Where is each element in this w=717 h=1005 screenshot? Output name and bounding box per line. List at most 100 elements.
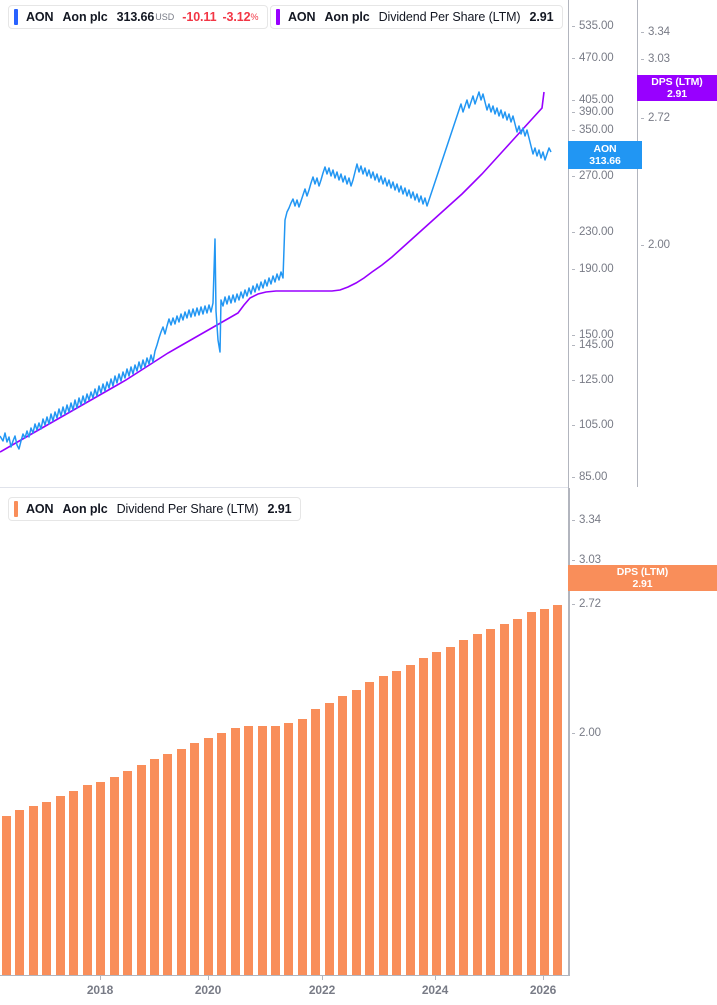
- dividend-bar: [472, 633, 482, 975]
- price-axis-tick-label-7: 190.00: [579, 263, 614, 275]
- x-axis-tick: [435, 975, 436, 980]
- dps-overlay-axis-current-badge[interactable]: DPS (LTM) 2.91: [637, 75, 717, 101]
- axis-tick: [572, 100, 575, 101]
- legend-price[interactable]: AON Aon plc 313.66 USD -10.11 -3.12%: [8, 5, 269, 29]
- axis-tick: [572, 26, 575, 27]
- x-axis-label-2026: 2026: [529, 983, 557, 997]
- dividend-bar: [365, 682, 375, 975]
- dividend-bar: [230, 728, 240, 975]
- x-axis-line: [0, 975, 570, 976]
- legend-price-change: -10.11: [182, 10, 217, 24]
- price-axis-tick-label-2: 405.00: [579, 94, 614, 106]
- legend-dps-pane-value: 2.91: [267, 502, 292, 516]
- dps-pane-axis-tick-label-1: 3.03: [579, 554, 601, 566]
- legend-dps-pane[interactable]: AON Aon plc Dividend Per Share (LTM) 2.9…: [8, 497, 302, 521]
- legend-price-currency: USD: [155, 12, 175, 22]
- price-axis-line: [568, 0, 569, 975]
- dividend-bar: [284, 723, 294, 975]
- axis-tick: [641, 118, 644, 119]
- dividend-bar: [445, 646, 455, 975]
- plot-right-edge: [569, 488, 570, 976]
- legend-dps-pane-name: Aon plc: [62, 502, 108, 516]
- price-chart-pane[interactable]: AON Aon plc 313.66 USD -10.11 -3.12% AON …: [0, 0, 568, 487]
- legend-price-value: 313.66: [116, 10, 155, 24]
- x-axis-label-2022: 2022: [308, 983, 336, 997]
- price-axis-tick-label-9: 145.00: [579, 339, 614, 351]
- dividend-bar: [553, 604, 563, 975]
- price-axis-tick-label-0: 535.00: [579, 20, 614, 32]
- axis-tick: [641, 59, 644, 60]
- dividend-bar: [244, 725, 254, 975]
- dps-overlay-axis-current-badge-value: 2.91: [666, 88, 688, 100]
- dividend-bar: [418, 658, 428, 975]
- legend-price-swatch: [14, 9, 18, 25]
- price-axis-tick-label-5: 270.00: [579, 170, 614, 182]
- dividend-bar: [459, 640, 469, 975]
- dividend-bar: [163, 753, 173, 975]
- axis-tick: [572, 112, 575, 113]
- dps-pane-axis-current-badge-value: 2.91: [632, 578, 653, 590]
- axis-tick: [572, 232, 575, 233]
- dps-overlay-axis-tick-label-0: 3.34: [648, 26, 670, 38]
- x-axis-tick: [100, 975, 101, 980]
- legend-dps-overlay-value: 2.91: [529, 10, 554, 24]
- dividend-chart-pane[interactable]: AON Aon plc Dividend Per Share (LTM) 2.9…: [0, 488, 568, 975]
- dividend-bar: [203, 738, 213, 975]
- dps-pane-axis-current-badge-label: DPS (LTM): [616, 566, 669, 578]
- dps-axis-line: [637, 0, 638, 487]
- dividend-bar: [378, 675, 388, 975]
- dividend-bar: [136, 765, 146, 975]
- price-axis-current-badge[interactable]: AON 313.66: [568, 141, 642, 169]
- dividend-bar: [540, 608, 549, 975]
- x-axis-tick: [208, 975, 209, 980]
- dividend-bar: [42, 801, 52, 975]
- dividend-bar: [432, 651, 442, 975]
- dividend-bar: [2, 815, 11, 975]
- price-axis-tick-label-10: 125.00: [579, 374, 614, 386]
- price-axis-tick-label-11: 105.00: [579, 419, 614, 431]
- dividend-bar: [55, 795, 65, 975]
- axis-tick: [641, 245, 644, 246]
- dividend-bar: [149, 758, 159, 975]
- price-axis-current-badge-value: 313.66: [589, 155, 621, 167]
- legend-dps-overlay-name: Aon plc: [324, 10, 370, 24]
- axis-tick: [572, 733, 575, 734]
- dividend-bar: [297, 719, 307, 975]
- dps-pane-axis-tick-label-3: 2.00: [579, 727, 601, 739]
- axis-tick: [641, 32, 644, 33]
- price-axis-tick-label-4: 350.00: [579, 124, 614, 136]
- price-axis-current-badge-label: AON: [593, 143, 617, 155]
- axis-tick: [572, 176, 575, 177]
- legend-dps-overlay[interactable]: AON Aon plc Dividend Per Share (LTM) 2.9…: [270, 5, 564, 29]
- dividend-bars-group: [0, 488, 568, 975]
- axis-tick: [572, 520, 575, 521]
- axis-tick: [572, 58, 575, 59]
- pane-divider: [0, 487, 568, 488]
- dividend-bar: [499, 623, 509, 975]
- legend-dps-pane-ticker: AON: [26, 502, 54, 516]
- dividend-bar: [190, 743, 200, 975]
- price-axis-tick-label-8: 150.00: [579, 329, 614, 341]
- dividend-bar: [311, 709, 321, 975]
- x-axis-label-2018: 2018: [86, 983, 114, 997]
- dps-overlay-axis-tick-label-1: 3.03: [648, 53, 670, 65]
- x-axis-tick: [322, 975, 323, 980]
- dividend-bar: [351, 689, 361, 975]
- axis-tick: [572, 477, 575, 478]
- axis-tick: [572, 269, 575, 270]
- price-axis-tick-label-6: 230.00: [579, 226, 614, 238]
- dividend-bar: [69, 790, 79, 975]
- dividend-bar: [15, 809, 25, 975]
- legend-price-change-pct: -3.12: [222, 10, 251, 24]
- dividend-bar: [526, 612, 536, 975]
- dps-pane-axis-tick-label-0: 3.34: [579, 514, 601, 526]
- dps-pane-axis-current-badge[interactable]: DPS (LTM) 2.91: [568, 565, 717, 591]
- axis-tick: [572, 130, 575, 131]
- x-axis-tick: [543, 975, 544, 980]
- dividend-bar: [271, 725, 280, 975]
- legend-price-name: Aon plc: [62, 10, 108, 24]
- axis-tick: [572, 425, 575, 426]
- dividend-overlay-line: [0, 91, 545, 453]
- axis-tick: [572, 604, 575, 605]
- dividend-bar: [324, 702, 334, 975]
